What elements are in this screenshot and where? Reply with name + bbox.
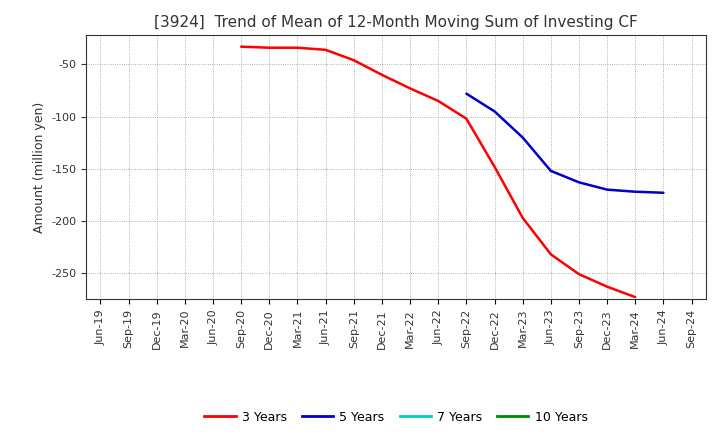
Title: [3924]  Trend of Mean of 12-Month Moving Sum of Investing CF: [3924] Trend of Mean of 12-Month Moving … — [154, 15, 638, 30]
5 Years — [546, 168, 555, 173]
3 Years — [434, 98, 443, 103]
5 Years — [631, 189, 639, 194]
3 Years — [462, 116, 471, 121]
5 Years — [462, 91, 471, 96]
Legend: 3 Years, 5 Years, 7 Years, 10 Years: 3 Years, 5 Years, 7 Years, 10 Years — [199, 406, 593, 429]
3 Years — [518, 215, 527, 220]
3 Years — [349, 58, 358, 63]
3 Years — [377, 72, 386, 77]
3 Years — [631, 294, 639, 300]
3 Years — [321, 47, 330, 52]
5 Years — [603, 187, 611, 192]
Line: 5 Years: 5 Years — [467, 94, 663, 193]
5 Years — [490, 109, 499, 114]
3 Years — [237, 44, 246, 49]
3 Years — [603, 284, 611, 290]
5 Years — [518, 135, 527, 140]
Y-axis label: Amount (million yen): Amount (million yen) — [33, 102, 46, 233]
3 Years — [406, 86, 415, 91]
3 Years — [490, 164, 499, 169]
5 Years — [575, 180, 583, 185]
Line: 3 Years: 3 Years — [241, 47, 635, 297]
5 Years — [659, 190, 667, 195]
3 Years — [546, 252, 555, 257]
3 Years — [265, 45, 274, 50]
3 Years — [575, 271, 583, 277]
3 Years — [293, 45, 302, 50]
